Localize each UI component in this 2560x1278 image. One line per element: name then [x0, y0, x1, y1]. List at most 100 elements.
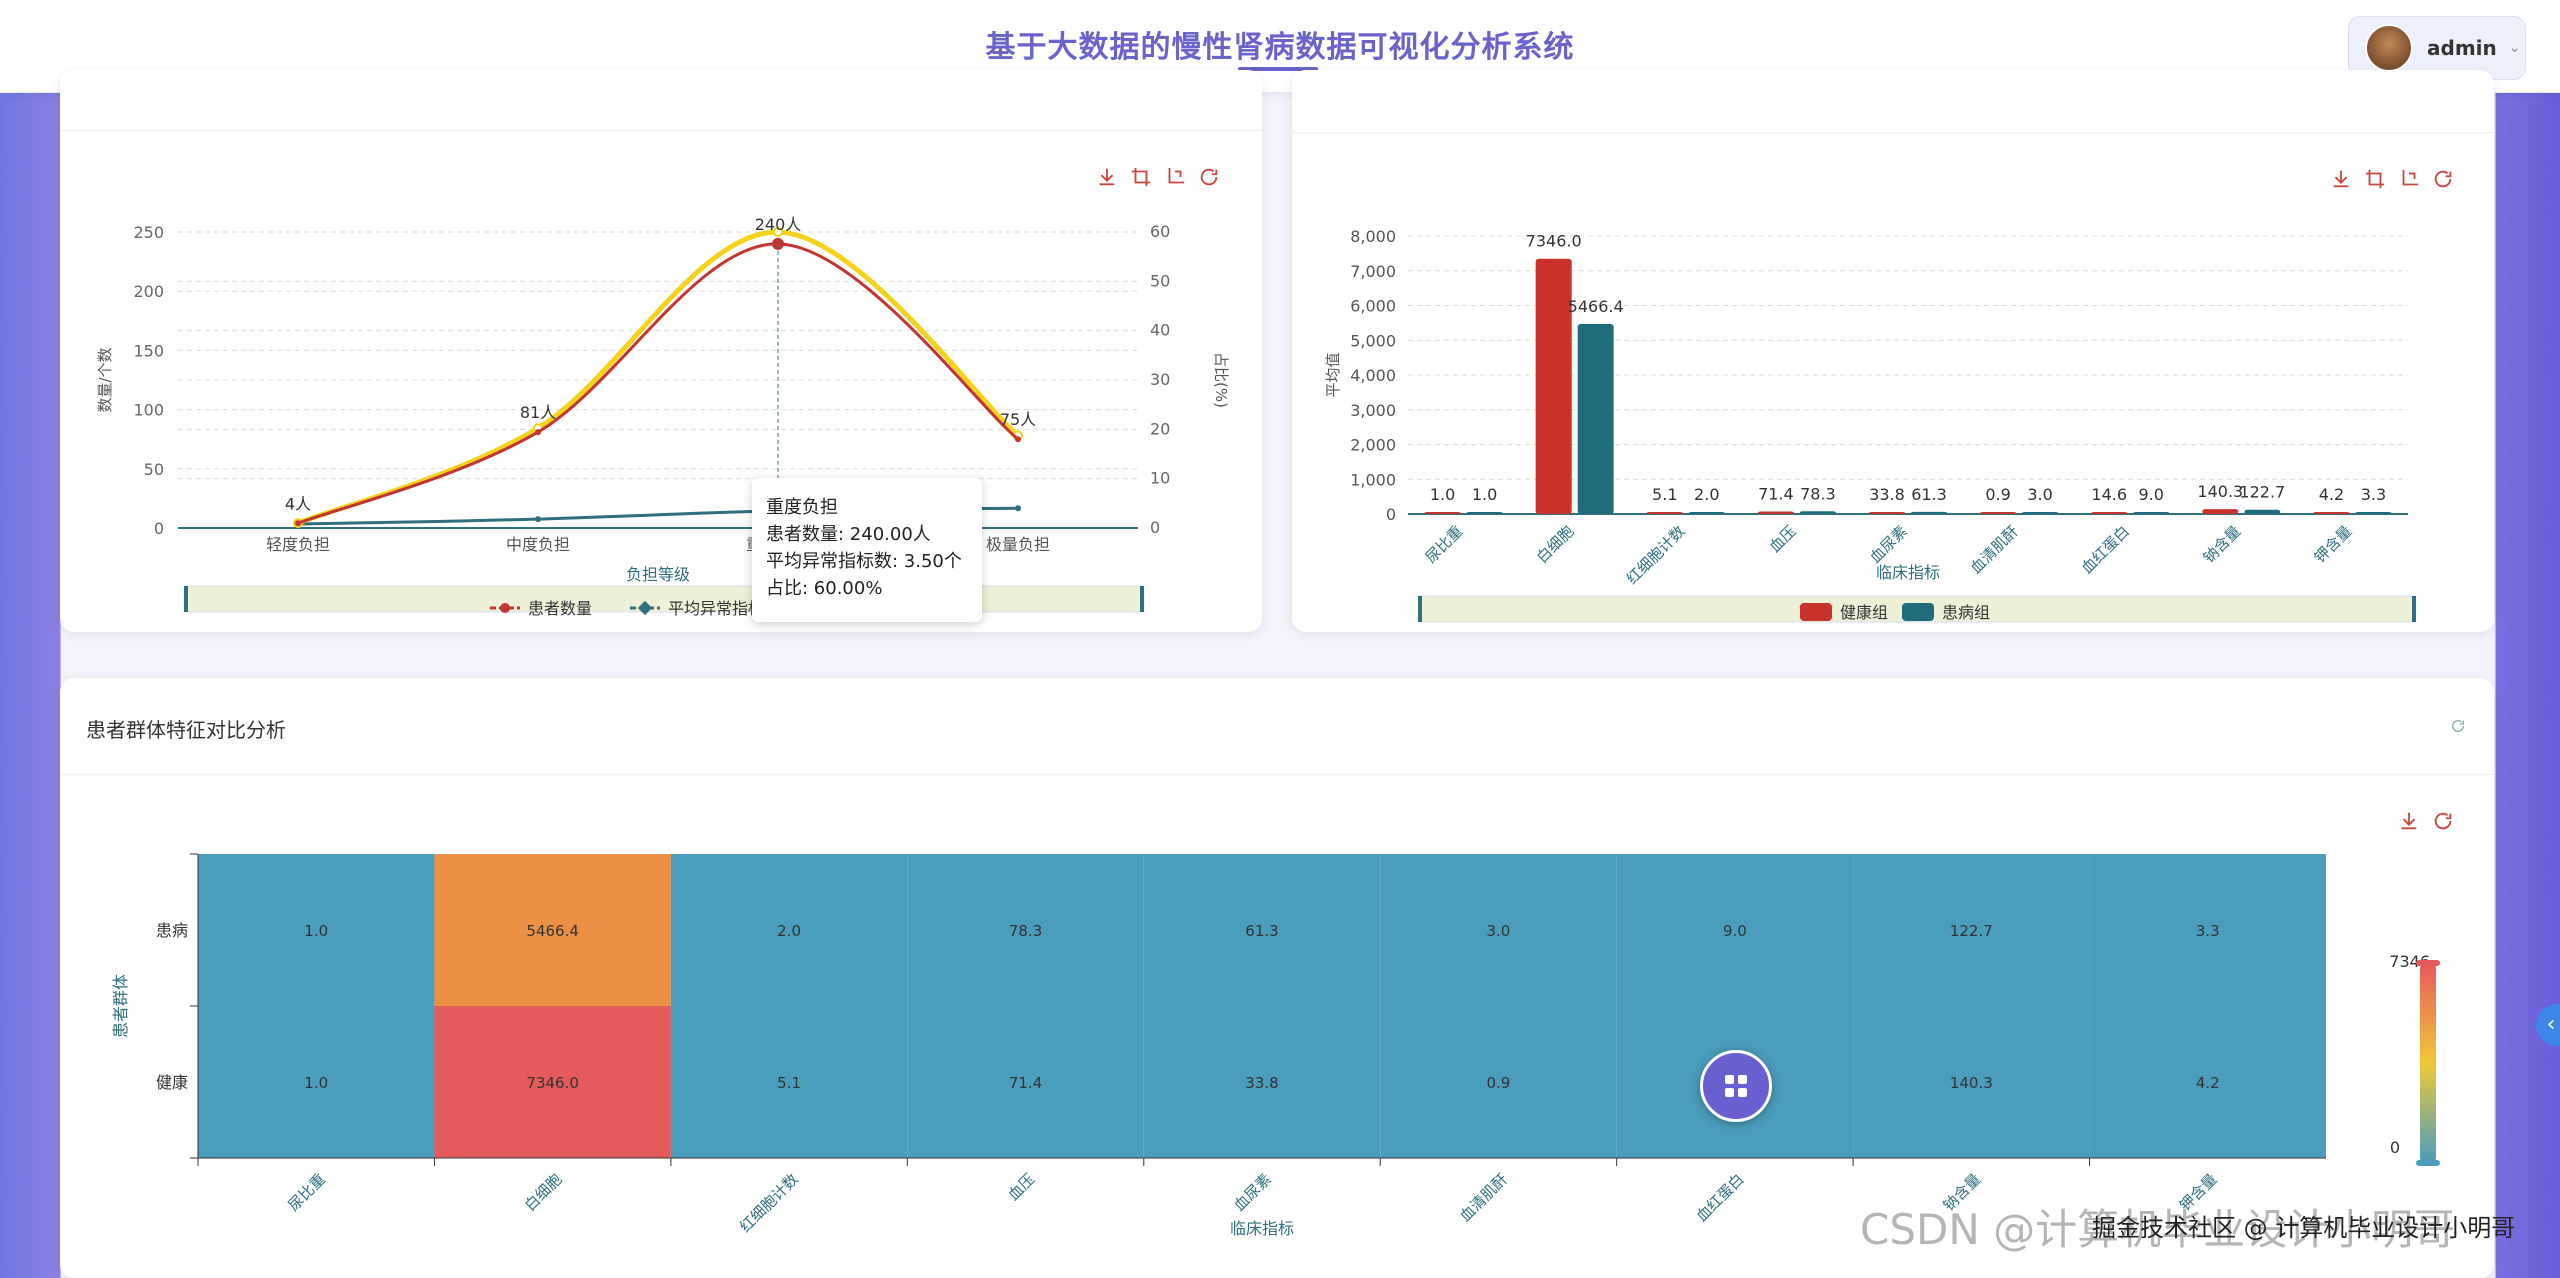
heatmap-cell: [1380, 854, 1617, 1006]
cell-label: 1.0: [304, 1074, 328, 1092]
tooltip-line: 平均异常指标数: 3.50个: [766, 551, 962, 572]
chart-toolbox: [2398, 810, 2454, 832]
x-tick-label: 血尿素: [1866, 522, 1911, 567]
data-label: 81人: [520, 403, 556, 422]
bar: [1466, 512, 1503, 514]
crop-icon[interactable]: [1130, 166, 1152, 188]
x-tick-label: 血压: [1766, 522, 1800, 556]
data-label: 33.8: [1869, 485, 1905, 504]
crop-icon[interactable]: [2364, 168, 2386, 190]
tooltip-line: 占比: 60.00%: [766, 578, 883, 599]
y-tick-label: 8,000: [1350, 227, 1396, 246]
card-header-divider: [1292, 132, 2494, 133]
x-tick-label: 钠含量: [2200, 522, 2245, 567]
user-menu[interactable]: admin ⌄: [2348, 16, 2526, 80]
restore-icon[interactable]: [2432, 168, 2454, 190]
y-tick-label: 2,000: [1350, 436, 1396, 455]
bar: [1980, 512, 2017, 514]
y-tick-label: 5,000: [1350, 331, 1396, 350]
download-icon[interactable]: [1096, 166, 1118, 188]
undo-zoom-icon[interactable]: [2398, 168, 2420, 190]
x-tick-label: 血红蛋白: [2078, 522, 2133, 577]
cell-label: 33.8: [1245, 1074, 1278, 1092]
grid-menu-button[interactable]: [1700, 1050, 1772, 1122]
data-label: 4人: [285, 494, 311, 513]
data-label: 7346.0: [1526, 232, 1582, 251]
y-tick-label: 200: [133, 282, 164, 301]
heatmap-cell: [2089, 1006, 2326, 1158]
legend-swatch: [1902, 603, 1934, 621]
x-tick-label: 血压: [1004, 1170, 1038, 1204]
x-tick-label: 尿比重: [284, 1170, 329, 1215]
clinical-indicator-card: 0 1,000 2,000 3,000 4,000 5,000 6,000 7,000 8,00…: [1292, 70, 2494, 632]
x-tick-label: 白细胞: [521, 1170, 566, 1215]
x-tick-label: 中度负担: [506, 535, 570, 554]
cell-label: 3.3: [2196, 922, 2220, 940]
restore-icon[interactable]: [2432, 810, 2454, 832]
download-icon[interactable]: [2398, 810, 2420, 832]
data-zoom-slider: [185, 585, 1143, 613]
y2-tick-label: 30: [1150, 370, 1170, 389]
restore-icon[interactable]: [1198, 166, 1220, 188]
undo-zoom-icon[interactable]: [1164, 166, 1186, 188]
x-tick-label: 红细胞计数: [1623, 522, 1689, 588]
cell-label: 61.3: [1245, 922, 1278, 940]
y-tick-label: 50: [144, 460, 164, 479]
legend-swatch: [1800, 603, 1832, 621]
cell-label: 0.9: [1487, 1074, 1511, 1092]
chart-toolbox: [2330, 168, 2454, 190]
app-title: 基于大数据的慢性肾病数据可视化分析系统: [985, 30, 1575, 65]
heatmap-cell: [434, 1006, 671, 1158]
y-tick-label: 1,000: [1350, 470, 1396, 489]
cell-label: 7346.0: [526, 1074, 579, 1092]
heatmap-cell: [1853, 1006, 2090, 1158]
bar: [1869, 512, 1905, 514]
y2-tick-label: 20: [1150, 419, 1170, 438]
bar: [2313, 512, 2350, 514]
y2-tick-label: 60: [1150, 222, 1170, 241]
card-header-divider: [60, 774, 2494, 775]
group-heatmap: 患病 1.0 5466.4 2.0 78.3 61.3 3.0 9.0 122.7 3.3 健康 1.…: [111, 853, 2440, 1238]
data-label: 75人: [1000, 410, 1036, 429]
series-line-count: [297, 242, 1019, 525]
bar: [2202, 509, 2239, 514]
bar: [2355, 512, 2392, 514]
tooltip-title: 重度负担: [766, 497, 838, 518]
cell-label: 2.0: [777, 922, 801, 940]
heatmap-cell: [434, 854, 671, 1006]
heatmap-cell: [1143, 854, 1381, 1006]
collapse-panel-button[interactable]: ‹: [2536, 1004, 2560, 1046]
cell-label: 1.0: [304, 922, 328, 940]
heatmap-cell: [198, 854, 435, 1006]
x-tick-label: 血清肌酐: [1967, 522, 2022, 577]
chart-tooltip: 重度负担 患者数量: 240.00人 平均异常指标数: 3.50个 占比: 60…: [752, 478, 982, 622]
group-comparison-card: 患者群体特征对比分析 患病 1.0 5466.4 2.0 78.3 61.3 3.0 9.0 1…: [60, 678, 2494, 1278]
burden-level-card: 0 10 20 30 40 50 60 0 50 100 150 200 250 轻度负担 中度负担 重度负担…: [60, 70, 1262, 632]
cell-label: 140.3: [1950, 1074, 1993, 1092]
data-label: 5466.4: [1568, 297, 1624, 316]
bar: [1535, 258, 1572, 514]
username[interactable]: admin: [2427, 36, 2497, 60]
avatar[interactable]: [2365, 24, 2413, 72]
data-label: 0.9: [1985, 485, 2010, 504]
heatmap-cell: [907, 854, 1144, 1006]
data-label: 2.0: [1694, 485, 1719, 504]
x-tick-label: 白细胞: [1533, 522, 1578, 567]
data-label: 4.2: [2319, 485, 2344, 504]
cell-label: 5466.4: [526, 922, 579, 940]
refresh-icon[interactable]: [2450, 718, 2466, 734]
data-label: 240人: [755, 215, 802, 234]
heatmap-cell: [1616, 854, 1854, 1006]
heatmap-cell: [670, 1006, 908, 1158]
y2-tick-label: 0: [1150, 518, 1160, 537]
x-axis-label: 负担等级: [626, 565, 690, 584]
chevron-down-icon[interactable]: ⌄: [2508, 40, 2521, 56]
y-tick-label: 6,000: [1350, 297, 1396, 316]
cell-label: 5.1: [777, 1074, 801, 1092]
chevron-left-icon: ‹: [2546, 1012, 2556, 1037]
y-tick-label: 3,000: [1350, 401, 1396, 420]
chart-toolbox: [1096, 166, 1220, 188]
visual-map-min: 0: [2390, 1138, 2400, 1157]
download-icon[interactable]: [2330, 168, 2352, 190]
bar: [1577, 324, 1614, 514]
